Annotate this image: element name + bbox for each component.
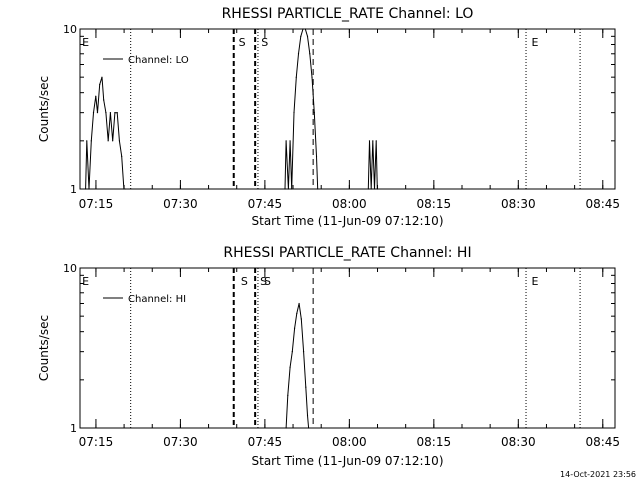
annotation-label: S (261, 36, 268, 49)
data-point (285, 427, 287, 429)
data-point (372, 140, 374, 142)
legend-entry: Channel: HI (128, 294, 186, 305)
data-point (96, 112, 99, 114)
data-point (92, 112, 95, 114)
panel-lo: RHESSI PARTICLE_RATE Channel: LO 1 10 Count… (37, 6, 620, 228)
data-point (124, 188, 126, 190)
data-point (296, 312, 298, 315)
data-point (86, 140, 88, 142)
x-tick-label: 07:15 (79, 435, 114, 449)
data-point (306, 414, 309, 416)
x-axis-label: Start Time (11-Jun-09 07:12:10) (252, 214, 444, 228)
y-tick-label: 10 (63, 23, 77, 36)
y-axis-label: Counts/sec (37, 76, 51, 142)
data-point (317, 188, 319, 190)
data-point (285, 140, 287, 142)
chart-title: RHESSI PARTICLE_RATE Channel: LO (222, 6, 474, 22)
x-axis-label: Start Time (11-Jun-09 07:12:10) (252, 454, 444, 468)
x-tick-label: 08:15 (417, 435, 452, 449)
data-point (302, 28, 304, 30)
data-point (105, 112, 107, 114)
annotation-label: E (82, 36, 89, 49)
data-point (300, 35, 302, 37)
data-point (88, 188, 90, 190)
panel-hi: RHESSI PARTICLE_RATE Channel: HI 1 10 Count… (37, 245, 620, 468)
y-tick-label: 1 (70, 422, 77, 435)
data-point (95, 95, 97, 97)
data-point (376, 188, 378, 190)
x-tick-label: 08:45 (585, 197, 620, 211)
data-point (315, 155, 318, 157)
x-tick-label: 07:45 (248, 435, 283, 449)
data-point (302, 351, 305, 353)
data-point (297, 53, 300, 55)
data-point (375, 140, 377, 142)
plot-frame (79, 28, 616, 190)
data-point (304, 28, 306, 30)
footer-timestamp: 14-Oct-2021 23:56 (560, 470, 636, 479)
data-point (287, 394, 289, 396)
x-tick-label: 08:45 (585, 435, 620, 449)
data-point (116, 112, 118, 114)
annotation-label: E (82, 275, 89, 288)
x-tick-label: 07:30 (163, 435, 198, 449)
y-tick-label: 1 (70, 183, 77, 196)
data-point (308, 427, 310, 429)
data-point (305, 386, 307, 388)
data-point (123, 188, 125, 190)
annotation-label: E (532, 36, 539, 49)
data-point (112, 140, 114, 142)
data-point (291, 188, 293, 190)
data-point (103, 99, 105, 101)
data-point (107, 140, 109, 142)
data-point (101, 76, 103, 78)
data-point (287, 188, 289, 190)
x-tick-label: 08:15 (417, 197, 452, 211)
data-point (300, 318, 302, 320)
data-point (291, 351, 293, 353)
plot-frame (79, 267, 616, 429)
data-point (306, 35, 309, 37)
x-tick-label: 07:30 (163, 197, 198, 211)
data-point (293, 327, 296, 329)
data-point (289, 366, 291, 368)
legend-entry: Channel: LO (128, 55, 189, 66)
data-point (368, 140, 371, 142)
x-tick-label: 08:30 (501, 197, 536, 211)
data-point (99, 83, 101, 86)
x-tick-label: 08:30 (501, 435, 536, 449)
series-line (285, 303, 310, 429)
x-tick-label: 08:00 (332, 197, 367, 211)
data-point (295, 76, 297, 78)
data-point (309, 53, 311, 55)
x-tick-label: 07:45 (248, 197, 283, 211)
series-line (85, 28, 378, 190)
x-tick-label: 07:15 (79, 197, 114, 211)
data-point (118, 140, 121, 142)
data-point (289, 140, 291, 142)
data-point (109, 112, 112, 114)
data-point (85, 188, 87, 190)
data-point (293, 112, 295, 114)
x-tick-label: 08:00 (332, 435, 367, 449)
data-point (311, 76, 313, 78)
annotation-label: S (239, 36, 246, 49)
data-point (367, 188, 369, 190)
annotation-label: S (241, 275, 248, 288)
data-point (370, 188, 372, 190)
annotation-label: E (532, 275, 539, 288)
chart-title: RHESSI PARTICLE_RATE Channel: HI (223, 245, 471, 261)
y-tick-label: 10 (63, 262, 77, 275)
data-point (121, 155, 123, 157)
data-point (90, 140, 92, 142)
data-point (114, 112, 116, 114)
annotation-label: S (260, 275, 267, 288)
data-point (313, 112, 315, 114)
data-point (373, 188, 376, 190)
annotation-label: S (264, 275, 271, 288)
y-axis-label: Counts/sec (37, 315, 51, 381)
data-point (298, 302, 300, 305)
data-point (284, 188, 286, 190)
